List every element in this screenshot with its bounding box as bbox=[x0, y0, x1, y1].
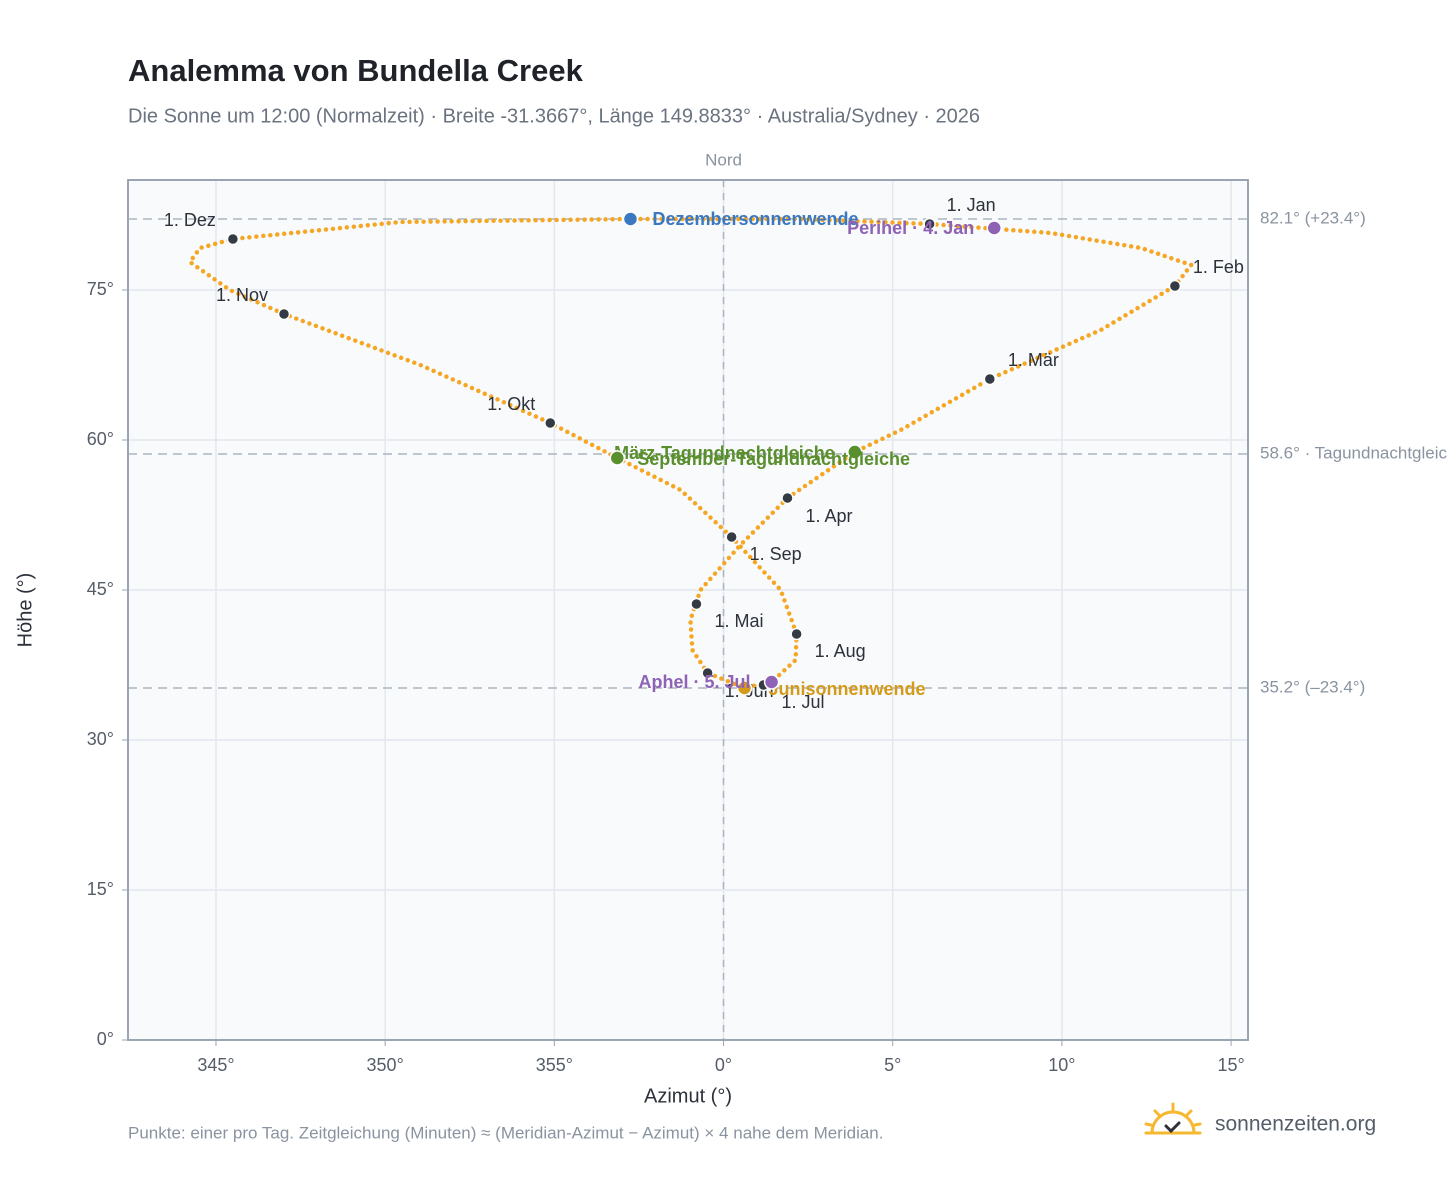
month-label: 1. Mär bbox=[1008, 350, 1059, 370]
event-marker bbox=[736, 680, 753, 696]
chart-title: Analemma von Bundella Creek bbox=[128, 53, 584, 88]
y-tick-label: 30° bbox=[87, 729, 114, 749]
x-axis-label: Azimut (°) bbox=[644, 1085, 732, 1107]
month-label: 1. Apr bbox=[805, 506, 852, 526]
event-marker bbox=[622, 211, 639, 227]
daily-sun-positions bbox=[186, 216, 1195, 691]
month-marker bbox=[544, 416, 557, 430]
month-marker bbox=[226, 232, 240, 246]
month-label: 1. Jan bbox=[947, 195, 996, 215]
y-tick-label: 60° bbox=[87, 429, 114, 449]
event-marker bbox=[847, 444, 863, 460]
x-tick-label: 350° bbox=[367, 1055, 404, 1075]
month-label: 1. Nov bbox=[216, 285, 268, 305]
footnote: Punkte: einer pro Tag. Zeitgleichung (Mi… bbox=[128, 1123, 884, 1142]
month-marker bbox=[277, 307, 291, 321]
north-label: Nord bbox=[705, 150, 742, 169]
x-tick-label: 15° bbox=[1217, 1055, 1244, 1075]
month-marker bbox=[1168, 279, 1182, 293]
month-label: 1. Jul bbox=[781, 692, 824, 712]
event-label: Aphel · 5. Jul bbox=[639, 672, 751, 692]
plot-border bbox=[127, 179, 1249, 1041]
month-label: 1. Mai bbox=[714, 611, 763, 631]
x-tick-label: 345° bbox=[197, 1055, 234, 1075]
x-tick-label: 0° bbox=[715, 1055, 732, 1075]
month-marker bbox=[701, 666, 714, 680]
month-label: 1. Okt bbox=[487, 394, 535, 414]
event-marker bbox=[763, 674, 780, 690]
month-label: 1. Feb bbox=[1193, 257, 1244, 277]
y-tick-label: 75° bbox=[87, 279, 114, 299]
month-label: 1. Dez bbox=[164, 210, 216, 230]
x-tick-label: 5° bbox=[884, 1055, 901, 1075]
event-marker bbox=[986, 220, 1002, 236]
event-label: März-Tagundnachtgleiche bbox=[614, 443, 835, 463]
reference-label: 82.1° (+23.4°) bbox=[1260, 208, 1366, 227]
event-marker bbox=[609, 450, 626, 466]
month-marker bbox=[781, 491, 794, 505]
event-label: Dezembersonnenwende bbox=[652, 209, 858, 229]
x-tick-label: 355° bbox=[536, 1055, 573, 1075]
chart-subtitle: Die Sonne um 12:00 (Normalzeit) · Breite… bbox=[128, 105, 980, 127]
brand-logo bbox=[1144, 1102, 1202, 1135]
x-tick-label: 10° bbox=[1048, 1055, 1075, 1075]
event-label: September-Tagundnachtgleiche bbox=[637, 449, 910, 469]
month-label: 1. Sep bbox=[750, 544, 802, 564]
month-marker bbox=[983, 372, 997, 386]
month-marker bbox=[790, 627, 803, 641]
event-label: Perihel · 4. Jan bbox=[847, 218, 974, 238]
y-tick-label: 15° bbox=[87, 879, 114, 899]
y-tick-label: 0° bbox=[97, 1029, 114, 1049]
y-axis-label: Höhe (°) bbox=[14, 573, 36, 648]
month-marker bbox=[923, 217, 936, 231]
month-marker bbox=[725, 530, 738, 544]
y-tick-label: 45° bbox=[87, 579, 114, 599]
month-marker bbox=[690, 597, 703, 611]
reference-label: 35.2° (–23.4°) bbox=[1260, 677, 1365, 696]
month-label: 1. Aug bbox=[815, 641, 866, 661]
event-label: Junisonnenwende bbox=[769, 679, 926, 699]
grid bbox=[128, 180, 1248, 1041]
brand-name: sonnenzeiten.org bbox=[1215, 1113, 1376, 1136]
reference-label: 58.6° · Tagundnachtgleiche bbox=[1260, 443, 1448, 462]
plot-area bbox=[128, 180, 1248, 1040]
